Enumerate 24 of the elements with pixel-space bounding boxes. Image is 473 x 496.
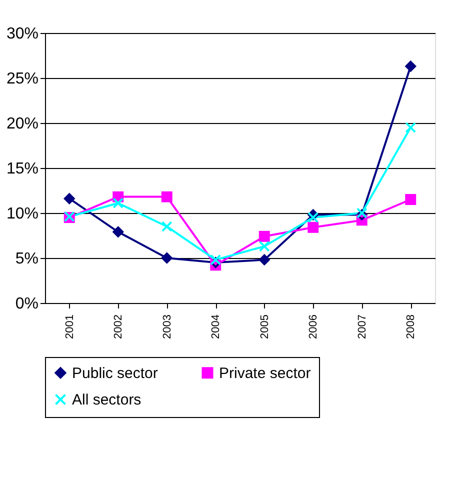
point	[161, 221, 172, 232]
y-tick-label: 25%	[6, 70, 38, 88]
point	[405, 122, 416, 133]
point	[258, 240, 270, 252]
x-tick-label: 2003	[161, 314, 174, 339]
x-tick-label: 2008	[405, 314, 418, 339]
point	[210, 254, 222, 266]
y-tick-label: 0%	[15, 296, 38, 312]
point	[308, 212, 319, 223]
point	[112, 198, 124, 209]
y-tick-label: 15%	[6, 160, 38, 178]
y-tick-label: 5%	[15, 250, 38, 268]
x-tick-label: 2007	[356, 314, 368, 339]
y-tick-label: 10%	[6, 206, 38, 222]
x-tick-label: 2002	[112, 314, 125, 339]
y-tick-label: 30%	[6, 26, 38, 42]
x-tick-label: 2004	[210, 314, 222, 339]
x-tick-label: 2001	[64, 314, 76, 339]
legend-label: Private sector	[219, 364, 311, 382]
legend-label: All sectors	[72, 392, 142, 408]
y-tick-label: 20%	[6, 116, 38, 132]
x-tick-label: 2006	[308, 314, 320, 339]
legend-label: Public sector	[72, 364, 158, 382]
x-tick-label: 2005	[258, 314, 271, 339]
